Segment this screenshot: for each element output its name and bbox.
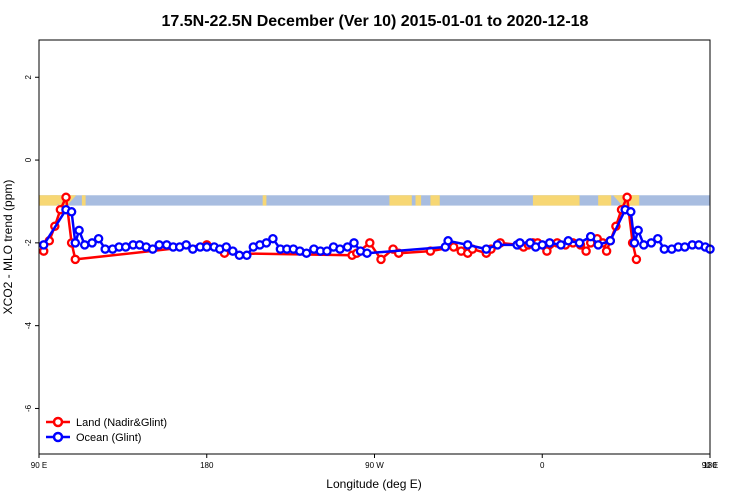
- data-point-ocean: [154, 240, 164, 250]
- y-axis-label: XCO2 - MLO trend (ppm): [1, 180, 15, 315]
- y-tick-label: 0: [24, 157, 33, 162]
- data-point-ocean: [100, 244, 110, 254]
- y-axis: 2 0 -2 -4 -6: [24, 74, 39, 412]
- data-point-ocean: [268, 233, 278, 244]
- data-point-ocean: [221, 242, 232, 252]
- data-point-land: [61, 192, 71, 203]
- data-point-land: [448, 242, 459, 252]
- data-point-ocean: [242, 250, 252, 261]
- data-point-ocean: [443, 236, 453, 246]
- data-point-ocean: [228, 246, 238, 256]
- land-segment: [389, 195, 412, 206]
- data-point-ocean: [147, 244, 158, 254]
- data-point-land: [542, 246, 552, 256]
- x-tick-label: 0: [540, 461, 545, 470]
- land-segment: [81, 195, 86, 206]
- data-point-ocean: [639, 240, 649, 250]
- data-point-ocean: [261, 238, 272, 248]
- data-point-ocean: [492, 240, 503, 250]
- x-tick-label: 180: [200, 461, 214, 470]
- data-point-land: [581, 246, 591, 256]
- data-point-ocean: [188, 244, 198, 254]
- data-point-ocean: [646, 238, 657, 248]
- data-point-land: [631, 254, 642, 265]
- y-tick-label: -2: [24, 239, 33, 247]
- data-point-ocean: [342, 242, 353, 252]
- data-point-ocean: [593, 240, 603, 250]
- data-point-ocean: [544, 238, 555, 248]
- chart-title: 17.5N-22.5N December (Ver 10) 2015-01-01…: [162, 13, 589, 30]
- legend-marker-land: [52, 416, 64, 428]
- data-point-ocean: [66, 207, 77, 217]
- land-segment: [262, 195, 267, 206]
- x-tick-label: 90 E: [702, 461, 718, 470]
- x-tick-label: 180: [703, 461, 717, 470]
- data-point-ocean: [633, 225, 643, 236]
- data-point-land: [622, 192, 632, 203]
- legend-entry-land: Land (Nadir&Glint): [46, 416, 167, 429]
- x-tick-label: 90 W: [365, 461, 384, 470]
- y-tick-label: -4: [24, 322, 33, 330]
- data-point-ocean: [38, 240, 49, 250]
- land-segment: [532, 195, 580, 206]
- land-segment: [598, 195, 612, 206]
- data-point-ocean: [202, 242, 212, 252]
- data-point-ocean: [181, 240, 191, 250]
- data-point-ocean: [481, 244, 492, 254]
- x-axis-label: Longitude (deg E): [326, 477, 421, 491]
- data-point-ocean: [322, 246, 332, 256]
- data-point-ocean: [605, 236, 616, 246]
- data-point-ocean: [301, 248, 312, 258]
- data-point-ocean: [362, 248, 372, 258]
- data-point-ocean: [626, 207, 636, 217]
- legend-label-land: Land (Nadir&Glint): [76, 417, 167, 429]
- data-point-ocean: [74, 225, 84, 236]
- data-point-ocean: [515, 238, 525, 248]
- data-point-ocean: [120, 242, 131, 252]
- data-point-ocean: [462, 240, 473, 250]
- land-segment: [430, 195, 440, 206]
- legend-marker-ocean: [52, 431, 64, 443]
- legend-entry-ocean: Ocean (Glint): [46, 431, 141, 444]
- data-point-ocean: [234, 250, 245, 261]
- data-point-ocean: [585, 231, 596, 242]
- y-tick-label: -6: [24, 404, 33, 412]
- data-point-land: [376, 254, 386, 265]
- y-tick-label: 2: [24, 74, 33, 79]
- x-tick-label: 90 E: [31, 461, 47, 470]
- data-point-ocean: [563, 236, 574, 246]
- legend-label-ocean: Ocean (Glint): [76, 432, 141, 444]
- data-point-ocean: [556, 240, 566, 250]
- data-point-ocean: [79, 240, 90, 250]
- data-point-ocean: [93, 233, 104, 244]
- ocean-band: [39, 195, 710, 206]
- series-layer: [38, 192, 715, 265]
- data-point-ocean: [87, 238, 97, 248]
- data-point-ocean: [537, 240, 548, 250]
- data-point-ocean: [574, 238, 585, 248]
- data-point-ocean: [70, 238, 81, 248]
- data-point-land: [365, 238, 375, 248]
- data-point-ocean: [653, 233, 663, 244]
- data-point-ocean: [335, 244, 345, 254]
- data-point-land: [70, 254, 81, 265]
- land-segment: [39, 195, 58, 206]
- data-point-land: [601, 246, 612, 256]
- data-point-ocean: [680, 242, 690, 252]
- legend: Land (Nadir&Glint) Ocean (Glint): [46, 416, 167, 444]
- land-segment: [415, 195, 422, 206]
- data-point-ocean: [349, 238, 359, 248]
- data-point-ocean: [629, 238, 640, 248]
- data-point-ocean: [659, 244, 670, 254]
